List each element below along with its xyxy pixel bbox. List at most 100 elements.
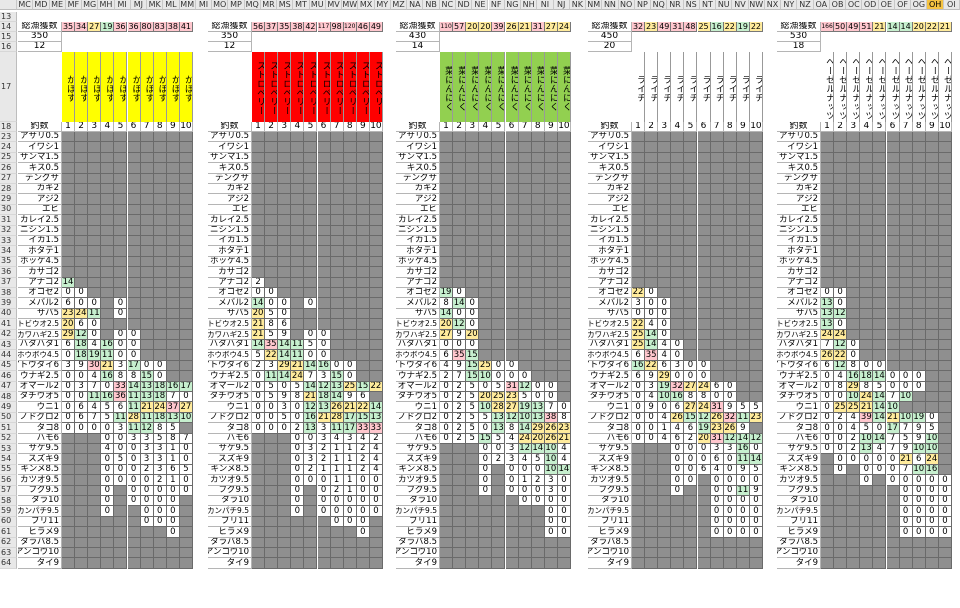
data-cell-empty[interactable] [278, 516, 292, 528]
data-cell-empty[interactable] [369, 340, 383, 351]
data-cell-empty[interactable] [265, 527, 279, 538]
data-cell-empty[interactable] [912, 246, 926, 257]
data-cell-empty[interactable] [632, 475, 646, 486]
data-cell-empty[interactable] [492, 152, 506, 164]
data-cell-empty[interactable] [492, 516, 506, 528]
column-header[interactable]: NY [781, 0, 798, 10]
data-cell[interactable]: 0 [369, 475, 383, 486]
column-header[interactable]: NN [602, 0, 619, 10]
data-cell[interactable]: 0 [723, 527, 737, 538]
data-cell-empty[interactable] [166, 288, 180, 299]
data-cell-empty[interactable] [153, 184, 167, 195]
data-cell[interactable]: 0 [834, 288, 848, 299]
data-cell-empty[interactable] [557, 142, 571, 153]
data-cell[interactable]: 0 [291, 402, 305, 413]
data-cell[interactable]: 27 [684, 381, 698, 392]
data-cell[interactable]: 0 [153, 360, 167, 372]
data-cell[interactable]: 16 [304, 412, 318, 424]
data-cell-empty[interactable] [304, 132, 318, 143]
bait-cell[interactable]: へーゼルナッツ [834, 52, 848, 122]
data-cell-empty[interactable] [697, 485, 711, 496]
data-cell-empty[interactable] [492, 329, 506, 340]
data-cell[interactable]: 9 [736, 423, 750, 434]
data-cell[interactable]: 14 [304, 381, 318, 392]
data-cell[interactable]: 0 [697, 360, 711, 372]
row-header[interactable]: 61 [0, 527, 17, 538]
data-cell-empty[interactable] [179, 267, 193, 278]
data-cell-empty[interactable] [505, 277, 519, 288]
data-cell-empty[interactable] [114, 277, 128, 288]
data-cell-empty[interactable] [899, 308, 913, 320]
data-cell-empty[interactable] [697, 506, 711, 517]
data-cell[interactable]: 0 [127, 340, 141, 351]
data-cell-empty[interactable] [369, 537, 383, 548]
data-cell-empty[interactable] [127, 204, 141, 216]
data-cell[interactable]: 1 [166, 444, 180, 455]
data-cell-empty[interactable] [723, 246, 737, 257]
data-cell-empty[interactable] [860, 152, 874, 164]
data-cell-empty[interactable] [518, 142, 532, 153]
data-cell-empty[interactable] [821, 184, 835, 195]
data-cell[interactable]: 2 [492, 454, 506, 465]
data-cell-empty[interactable] [369, 527, 383, 538]
data-cell-empty[interactable] [140, 163, 154, 174]
data-cell[interactable]: 12 [75, 329, 89, 340]
data-cell-empty[interactable] [291, 142, 305, 153]
data-cell-empty[interactable] [912, 225, 926, 236]
data-cell-empty[interactable] [749, 194, 763, 205]
data-cell-empty[interactable] [101, 152, 115, 164]
data-cell-empty[interactable] [127, 267, 141, 278]
data-cell-empty[interactable] [252, 225, 266, 236]
data-cell-empty[interactable] [645, 204, 659, 216]
data-cell-empty[interactable] [710, 548, 724, 559]
data-cell-empty[interactable] [153, 132, 167, 143]
data-cell-empty[interactable] [710, 163, 724, 174]
data-cell-empty[interactable] [330, 267, 344, 278]
data-cell-empty[interactable] [466, 163, 480, 174]
data-cell[interactable]: 2 [531, 475, 545, 486]
data-cell[interactable]: 0 [166, 527, 180, 538]
data-cell-empty[interactable] [505, 163, 519, 174]
data-cell-empty[interactable] [140, 308, 154, 320]
data-cell-empty[interactable] [873, 142, 887, 153]
data-cell-empty[interactable] [252, 506, 266, 517]
data-cell-empty[interactable] [62, 537, 76, 548]
data-cell[interactable]: 21 [557, 433, 571, 444]
data-cell-empty[interactable] [544, 360, 558, 372]
data-cell-empty[interactable] [166, 204, 180, 216]
data-cell-empty[interactable] [886, 548, 900, 559]
column-header[interactable]: NI [537, 0, 554, 10]
data-cell-empty[interactable] [912, 308, 926, 320]
data-cell-empty[interactable] [697, 184, 711, 195]
data-cell-empty[interactable] [505, 340, 519, 351]
data-cell-empty[interactable] [710, 360, 724, 372]
data-cell-empty[interactable] [658, 516, 672, 528]
data-cell-empty[interactable] [304, 194, 318, 205]
data-cell[interactable]: 0 [317, 350, 331, 361]
data-cell-empty[interactable] [645, 194, 659, 205]
data-cell-empty[interactable] [834, 225, 848, 236]
data-cell-empty[interactable] [291, 319, 305, 330]
data-cell[interactable]: 10 [544, 444, 558, 455]
column-header[interactable]: MV [325, 0, 343, 10]
data-cell[interactable]: 21 [140, 402, 154, 413]
row-header[interactable]: 62 [0, 537, 17, 548]
data-cell[interactable]: 14 [873, 402, 887, 413]
data-cell-empty[interactable] [749, 215, 763, 226]
data-cell-empty[interactable] [658, 132, 672, 143]
data-cell-empty[interactable] [544, 558, 558, 569]
data-cell-empty[interactable] [127, 537, 141, 548]
data-cell-empty[interactable] [291, 236, 305, 247]
data-cell-empty[interactable] [505, 267, 519, 278]
data-cell-empty[interactable] [531, 288, 545, 299]
data-cell[interactable]: 0 [873, 454, 887, 465]
data-cell-empty[interactable] [278, 215, 292, 226]
data-cell-empty[interactable] [166, 215, 180, 226]
data-cell[interactable]: 0 [557, 516, 571, 528]
data-cell-empty[interactable] [369, 277, 383, 288]
data-cell-empty[interactable] [88, 204, 102, 216]
data-cell-empty[interactable] [899, 298, 913, 309]
data-cell[interactable]: 0 [710, 527, 724, 538]
data-cell-empty[interactable] [736, 371, 750, 382]
data-cell-empty[interactable] [304, 319, 318, 330]
